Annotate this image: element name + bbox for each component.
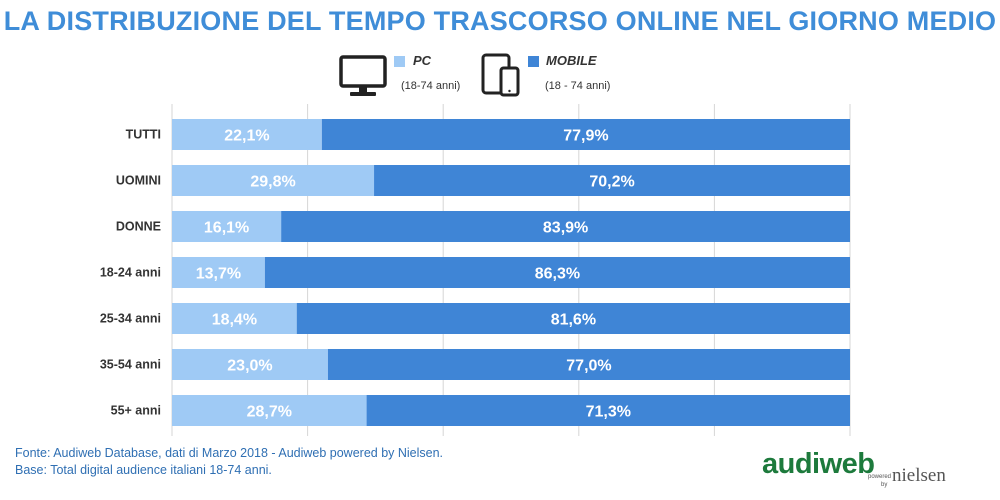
bar-segment-mobile [327,349,850,380]
bar-segment-mobile [264,257,850,288]
data-label-pc: 16,1% [204,220,249,237]
data-label-pc: 13,7% [196,266,241,283]
bar-segment-mobile [374,165,850,196]
legend-label-mobile: MOBILE [546,53,597,68]
footnote-source: Fonte: Audiweb Database, dati di Marzo 2… [15,446,444,460]
bar-segment-pc [172,303,297,334]
data-label-mobile: 71,3% [586,404,631,421]
data-label-pc: 18,4% [212,312,257,329]
category-label: TUTTI [126,128,161,142]
footnote-base: Base: Total digital audience italiani 18… [15,463,272,477]
bar-segment-mobile [296,303,850,334]
category-label: UOMINI [116,174,161,188]
legend-swatch-pc [394,56,405,67]
data-label-mobile: 81,6% [551,312,596,329]
bar-segment-pc [172,119,322,150]
stacked-bar-chart: TUTTI 22,1% 77,9% UOMINI 29,8% 70,2% DONNE 16,1… [100,104,851,436]
audiweb-wordmark: audiweb [762,448,875,480]
category-label: 35-54 anni [100,358,161,372]
legend-label-pc: PC [413,53,432,68]
logo-powered-text: powered [868,474,892,480]
data-label-pc: 29,8% [250,174,295,191]
legend-swatch-mobile [528,56,539,67]
bar-segment-pc [172,165,375,196]
category-label: 25-34 anni [100,312,161,326]
data-label-mobile: 86,3% [535,266,580,283]
category-label: DONNE [116,220,161,234]
bar-segment-mobile [281,211,851,242]
nielsen-wordmark: nielsen [892,465,946,486]
logo-by-text: by [881,482,888,488]
category-label: 18-24 anni [100,266,161,280]
data-label-pc: 28,7% [247,404,292,421]
data-label-mobile: 77,0% [566,358,611,375]
bar-segment-pc [172,395,367,426]
category-label: 55+ anni [111,404,161,418]
audiweb-nielsen-logo: audiweb powered by nielsen [760,444,990,500]
bar-segment-pc [172,349,328,380]
bar-segment-mobile [366,395,850,426]
data-label-pc: 22,1% [224,128,269,145]
data-label-mobile: 83,9% [543,220,588,237]
data-label-mobile: 70,2% [589,174,634,191]
chart-title: LA DISTRIBUZIONE DEL TEMPO TRASCORSO ONL… [3,6,997,36]
legend-sub-pc: (18-74 anni) [401,80,461,92]
bar-segment-mobile [321,119,850,150]
legend-sub-mobile: (18 - 74 anni) [545,80,611,92]
bar-segment-pc [172,257,265,288]
data-label-mobile: 77,9% [563,128,608,145]
bar-segment-pc [172,211,282,242]
data-label-pc: 23,0% [227,358,272,375]
desktop-monitor-icon [339,55,387,96]
tablet-phone-icon [481,53,520,97]
